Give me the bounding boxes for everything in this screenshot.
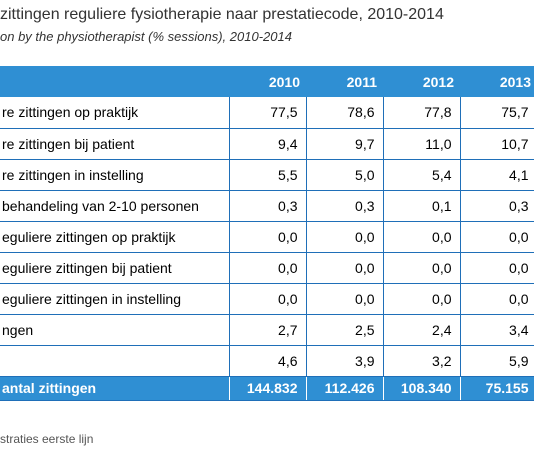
header-year-2010: 2010 (229, 66, 306, 97)
cell-value: 3,9 (306, 345, 384, 377)
row-label: re zittingen op praktijk (0, 97, 230, 129)
cell-value: 5,4 (383, 159, 461, 191)
cell-value: 75,7 (460, 97, 534, 129)
cell-value: 2,7 (229, 314, 307, 346)
total-value: 108.340 (383, 376, 461, 401)
table-header-row: 2010 2011 2012 2013 (0, 66, 534, 97)
cell-value: 0,3 (460, 190, 534, 222)
header-label-cell (0, 66, 229, 97)
total-value: 112.426 (306, 376, 384, 401)
table-row: 4,6 3,9 3,2 5,9 (0, 345, 534, 377)
table-row: re zittingen op praktijk 77,5 78,6 77,8 … (0, 97, 534, 129)
table-row: eguliere zittingen in instelling 0,0 0,0… (0, 283, 534, 315)
row-label: re zittingen in instelling (0, 159, 230, 191)
cell-value: 0,0 (229, 283, 307, 315)
cell-value: 0,0 (383, 221, 461, 253)
cell-value: 0,3 (229, 190, 307, 222)
table-row: re zittingen in instelling 5,5 5,0 5,4 4… (0, 159, 534, 191)
cell-value: 0,0 (460, 252, 534, 284)
header-year-2012: 2012 (383, 66, 460, 97)
cell-value: 4,6 (229, 345, 307, 377)
cell-value: 77,5 (229, 97, 307, 129)
source-note: straties eerste lijn (0, 432, 94, 446)
table-row: behandeling van 2-10 personen 0,3 0,3 0,… (0, 190, 534, 222)
cell-value: 0,0 (306, 283, 384, 315)
table-row: eguliere zittingen op praktijk 0,0 0,0 0… (0, 221, 534, 253)
cell-value: 78,6 (306, 97, 384, 129)
row-label: eguliere zittingen in instelling (0, 283, 230, 315)
row-label: eguliere zittingen op praktijk (0, 221, 230, 253)
cell-value: 77,8 (383, 97, 461, 129)
cell-value: 3,4 (460, 314, 534, 346)
total-label: antal zittingen (0, 376, 230, 401)
row-label: ngen (0, 314, 230, 346)
cell-value: 4,1 (460, 159, 534, 191)
cell-value: 0,0 (306, 221, 384, 253)
cell-value: 11,0 (383, 128, 461, 160)
table-row: eguliere zittingen bij patient 0,0 0,0 0… (0, 252, 534, 284)
table-subtitle: on by the physiotherapist (% sessions), … (0, 29, 292, 44)
cell-value: 0,3 (306, 190, 384, 222)
cell-value: 0,0 (229, 252, 307, 284)
cell-value: 5,9 (460, 345, 534, 377)
cell-value: 2,5 (306, 314, 384, 346)
row-label: re zittingen bij patient (0, 128, 230, 160)
total-row: antal zittingen 144.832 112.426 108.340 … (0, 376, 534, 401)
row-label (0, 345, 230, 377)
cell-value: 2,4 (383, 314, 461, 346)
table-row: ngen 2,7 2,5 2,4 3,4 (0, 314, 534, 346)
cell-value: 0,1 (383, 190, 461, 222)
table-row: re zittingen bij patient 9,4 9,7 11,0 10… (0, 128, 534, 160)
cell-value: 0,0 (383, 283, 461, 315)
total-value: 144.832 (229, 376, 307, 401)
cell-value: 0,0 (383, 252, 461, 284)
cell-value: 0,0 (460, 221, 534, 253)
cell-value: 0,0 (460, 283, 534, 315)
cell-value: 0,0 (229, 221, 307, 253)
total-value: 75.155 (460, 376, 534, 401)
cell-value: 3,2 (383, 345, 461, 377)
cell-value: 10,7 (460, 128, 534, 160)
header-year-2013: 2013 (460, 66, 534, 97)
table-title: zittingen reguliere fysiotherapie naar p… (0, 6, 444, 23)
cell-value: 0,0 (306, 252, 384, 284)
row-label: eguliere zittingen bij patient (0, 252, 230, 284)
cell-value: 9,7 (306, 128, 384, 160)
header-year-2011: 2011 (306, 66, 383, 97)
cell-value: 5,0 (306, 159, 384, 191)
data-table: 2010 2011 2012 2013 re zittingen op prak… (0, 66, 534, 401)
cell-value: 5,5 (229, 159, 307, 191)
cell-value: 9,4 (229, 128, 307, 160)
row-label: behandeling van 2-10 personen (0, 190, 230, 222)
